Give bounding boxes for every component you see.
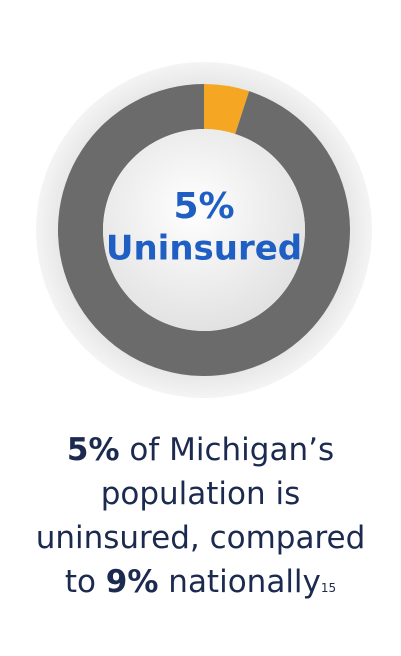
footnote-ref: 15 [320, 581, 337, 595]
chart: 5%Uninsured [36, 62, 372, 398]
caption-line: population is [0, 472, 401, 516]
caption-text: of Michigan’s [119, 432, 335, 468]
caption-line: to 9% nationally15 [0, 560, 401, 604]
caption-bold: 9% [105, 564, 159, 600]
caption-text: nationally [158, 564, 321, 600]
value-label: 5% [173, 186, 234, 227]
donut-segment [57, 84, 350, 376]
caption-text: population is [100, 476, 301, 512]
center-disk [103, 129, 305, 331]
caption-text: uninsured, compared [35, 520, 366, 556]
donut-segment [204, 84, 250, 134]
caption-line: uninsured, compared [0, 516, 401, 560]
caption-line: 5% of Michigan’s [0, 428, 401, 472]
caption-text: to [64, 564, 106, 600]
caption-bold: 5% [66, 432, 120, 468]
caption: 5% of Michigan’s population is uninsured, … [0, 428, 401, 604]
center-label: Uninsured [106, 229, 302, 269]
